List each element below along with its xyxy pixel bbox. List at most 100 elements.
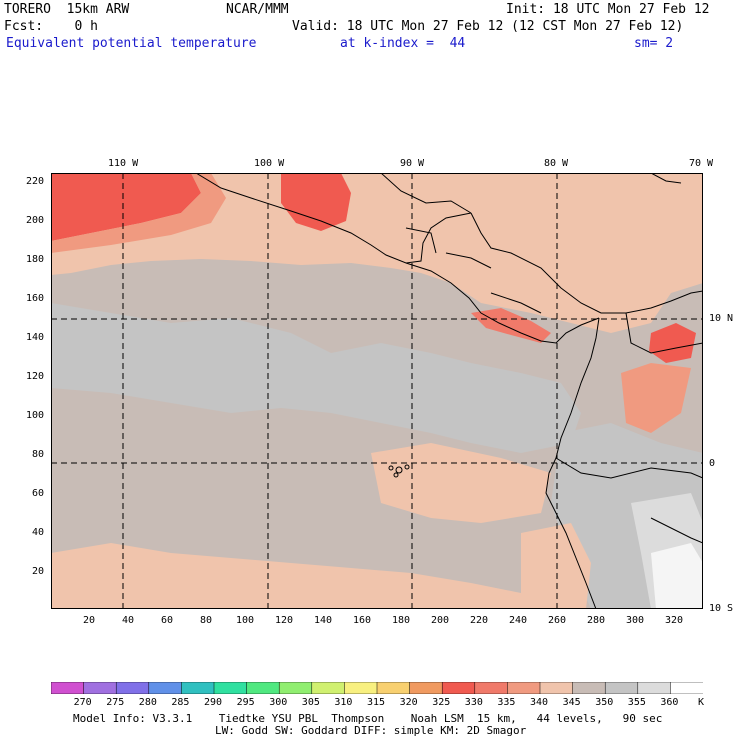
model-info: Model Info: V3.3.1 Tiedtke YSU PBL Thomp… <box>73 712 663 725</box>
map-frame <box>51 173 703 609</box>
coastline-cuba-island <box>650 173 682 184</box>
color-bar-label: 320 <box>399 697 418 708</box>
level-label: at k-index = 44 <box>340 36 466 51</box>
color-bar-swatch <box>409 682 443 694</box>
galapagos-island <box>388 465 394 471</box>
field-360-sa <box>651 543 703 609</box>
organization: NCAR/MMM <box>226 2 289 17</box>
color-bar-swatch <box>604 682 639 694</box>
color-bar-swatch <box>148 682 183 694</box>
physics-info: LW: Godd SW: Goddard DIFF: simple KM: 2D… <box>215 724 527 737</box>
theta-e-map <box>51 173 703 609</box>
border-honduras <box>445 252 492 269</box>
smoothing-label: sm= 2 <box>634 36 674 51</box>
lon-label-70w: 70 W <box>689 158 714 169</box>
galapagos-island <box>393 472 399 478</box>
y-tick: 140 <box>26 332 45 343</box>
model-name: TORERO 15km ARW <box>4 2 130 17</box>
color-bar-swatch <box>344 682 378 694</box>
color-bar-swatch <box>246 682 280 694</box>
field-330-colombia <box>649 323 696 363</box>
y-tick: 180 <box>26 254 45 265</box>
color-bar-swatch <box>83 682 117 694</box>
x-tick: 40 <box>122 615 135 626</box>
coastline-sa-west <box>545 317 600 609</box>
y-tick: 20 <box>32 566 45 577</box>
color-bar-label: 310 <box>334 697 353 708</box>
color-bar-label: 315 <box>367 697 386 708</box>
x-tick: 260 <box>548 615 567 626</box>
border-guatemala <box>405 227 437 254</box>
color-bar-label: 340 <box>530 697 549 708</box>
color-bar-swatch <box>376 682 411 694</box>
color-bar-label: 330 <box>464 697 483 708</box>
color-bar-swatch <box>637 682 672 694</box>
valid-time: Valid: 18 UTC Mon 27 Feb 12 (12 CST Mon … <box>292 19 684 34</box>
border-venezuela <box>625 312 703 354</box>
lat-label-0: 0 <box>709 458 716 469</box>
color-bar-swatch <box>572 682 606 694</box>
field-350-center <box>51 303 581 453</box>
y-tick: 220 <box>26 176 45 187</box>
color-bar-swatch <box>51 682 85 694</box>
color-bar-label: 355 <box>627 697 646 708</box>
x-tick: 300 <box>626 615 645 626</box>
color-bar-swatch <box>670 682 703 694</box>
color-bar-swatch <box>474 682 509 694</box>
color-bar-swatch <box>213 682 248 694</box>
color-bar-label: 325 <box>432 697 451 708</box>
field-340-peru <box>521 523 591 609</box>
lat-label-10n: 10 N <box>709 313 734 324</box>
field-335-nw <box>51 173 226 253</box>
x-tick: 140 <box>314 615 333 626</box>
lon-label-100w: 100 W <box>254 158 285 169</box>
x-tick: 180 <box>392 615 411 626</box>
galapagos-island <box>404 464 410 470</box>
color-bar-swatch <box>278 682 313 694</box>
lon-label-80w: 80 W <box>544 158 569 169</box>
y-tick: 80 <box>32 449 45 460</box>
color-bar-label: 280 <box>138 697 157 708</box>
y-tick: 40 <box>32 527 45 538</box>
border-colombia-ecuador <box>555 457 703 479</box>
lon-label-110w: 110 W <box>108 158 139 169</box>
color-bar-label: 305 <box>301 697 320 708</box>
lat-label-10s: 10 S <box>709 603 734 614</box>
color-bar-label: 300 <box>269 697 288 708</box>
x-tick: 120 <box>275 615 294 626</box>
color-bar-swatch <box>441 682 476 694</box>
color-bar-label: 350 <box>595 697 614 708</box>
color-bar <box>51 682 703 694</box>
color-bar-label: 270 <box>73 697 92 708</box>
init-time: Init: 18 UTC Mon 27 Feb 12 <box>506 2 710 17</box>
color-bar-label: 360 <box>660 697 679 708</box>
color-bar-label: 290 <box>204 697 223 708</box>
color-bar-swatch <box>181 682 215 694</box>
x-tick: 320 <box>665 615 684 626</box>
coastline-yucatan <box>380 173 472 214</box>
coastline-mexico <box>195 173 472 264</box>
color-bar-label: 295 <box>236 697 255 708</box>
y-tick: 160 <box>26 293 45 304</box>
field-330-nw <box>51 173 201 241</box>
color-bar-swatch <box>311 682 346 694</box>
y-tick: 60 <box>32 488 45 499</box>
x-tick: 60 <box>161 615 174 626</box>
x-tick: 100 <box>236 615 255 626</box>
x-tick: 20 <box>83 615 96 626</box>
field-335-isthmus <box>471 308 551 343</box>
color-bar-label: 345 <box>562 697 581 708</box>
field-340-sw <box>51 543 521 609</box>
x-tick: 280 <box>587 615 606 626</box>
color-bar-swatch <box>539 682 574 694</box>
field-name: Equivalent potential temperature <box>6 36 257 51</box>
x-tick: 240 <box>509 615 528 626</box>
lon-label-90w: 90 W <box>400 158 425 169</box>
x-tick: 160 <box>353 615 372 626</box>
coastline-central-america <box>405 262 600 344</box>
field-335-east <box>621 363 691 433</box>
color-bar-label: 335 <box>497 697 516 708</box>
coastline-caribbean <box>470 212 703 314</box>
galapagos-island <box>395 466 403 474</box>
color-bar-label: 275 <box>106 697 125 708</box>
